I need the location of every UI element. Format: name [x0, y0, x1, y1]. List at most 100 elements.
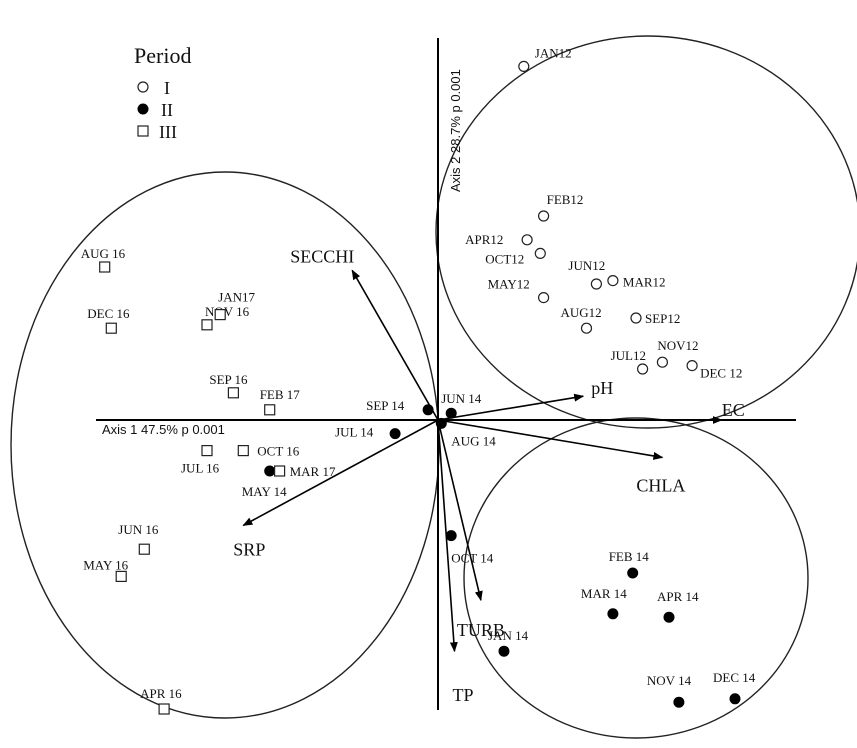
data-point-mar-14: [607, 608, 619, 620]
data-point-dec-16: [105, 322, 117, 334]
data-point-may12: [537, 292, 550, 304]
legend-marker-i: [137, 81, 149, 93]
vector-label-turb: TURB: [457, 620, 505, 640]
vector-arrow-ph: [437, 393, 585, 421]
point-label-jul12: JUL12: [611, 348, 646, 363]
data-point-sep12: [630, 312, 642, 324]
x-axis-label: Axis 1 47.5% p 0.001: [102, 422, 225, 437]
data-point-aug12: [580, 322, 593, 334]
point-label-aug12: AUG12: [561, 305, 602, 320]
data-point-jun-14: [445, 407, 457, 419]
point-label-jun-16: JUN 16: [118, 522, 159, 537]
data-point-apr-14: [663, 611, 675, 623]
data-point-oct12: [534, 247, 546, 259]
legend-title: Period: [134, 43, 191, 68]
point-label-dec-16: DEC 16: [87, 306, 130, 321]
data-point-nov12: [656, 356, 669, 368]
point-label-mar-17: MAR 17: [290, 464, 336, 479]
point-label-apr-14: APR 14: [657, 589, 699, 604]
vector-label-ph: pH: [591, 378, 613, 398]
data-point-jan17: [214, 309, 226, 321]
point-label-may-14: MAY 14: [242, 484, 287, 499]
data-point-sep-14: [422, 404, 434, 416]
data-point-aug-16: [99, 261, 111, 273]
vector-arrow-turb: [437, 419, 483, 602]
point-label-sep12: SEP12: [645, 311, 680, 326]
vector-label-chla: CHLA: [636, 475, 685, 495]
data-point-may-16: [115, 570, 127, 583]
point-label-jun-14: JUN 14: [441, 391, 482, 406]
point-label-sep-14: SEP 14: [366, 398, 405, 413]
point-label-may12: MAY12: [488, 277, 530, 292]
period-ellipses: [10, 35, 857, 739]
point-label-nov-16: NOV 16: [205, 304, 250, 319]
data-point-feb-17: [264, 404, 276, 416]
legend-marker-iii: [137, 125, 149, 137]
data-point-apr12: [521, 234, 533, 246]
data-point-feb12: [537, 210, 550, 222]
point-label-may-16: MAY 16: [83, 557, 128, 572]
data-point-mar12: [607, 275, 619, 287]
point-label-feb-14: FEB 14: [609, 549, 650, 564]
point-label-oct-16: OCT 16: [257, 444, 300, 459]
data-point-nov-16: [201, 319, 213, 331]
legend-label-i: I: [164, 78, 170, 98]
vector-arrow-srp: [242, 419, 439, 527]
data-point-may-14: [264, 465, 276, 477]
data-point-oct-16: [237, 445, 249, 457]
point-label-oct12: OCT12: [485, 251, 524, 266]
point-label-feb-17: FEB 17: [260, 387, 301, 402]
vector-label-srp: SRP: [233, 539, 265, 559]
data-point-mar-17: [274, 465, 286, 477]
point-label-aug-14: AUG 14: [451, 433, 496, 448]
data-point-feb-14: [627, 567, 639, 579]
legend-marker-ii: [137, 103, 149, 115]
vector-arrow-chla: [437, 419, 664, 460]
data-point-jun12: [590, 278, 603, 290]
point-label-nov-14: NOV 14: [647, 673, 692, 688]
point-label-jun12: JUN12: [568, 258, 605, 273]
point-label-apr12: APR12: [465, 232, 503, 247]
legend-label-ii: II: [161, 100, 173, 120]
period-i-ellipse: [435, 35, 857, 429]
data-point-sep-16: [227, 387, 239, 399]
vector-arrow-secchi: [351, 269, 439, 421]
point-label-oct-14: OCT 14: [451, 551, 494, 566]
point-label-jul-14: JUL 14: [335, 425, 374, 440]
point-label-dec-12: DEC 12: [700, 366, 742, 381]
point-label-mar-14: MAR 14: [581, 586, 627, 601]
legend-label-iii: III: [159, 122, 177, 142]
data-point-dec-12: [686, 360, 698, 372]
vector-label-tp: TP: [453, 685, 474, 705]
period-ii-ellipse: [463, 417, 809, 739]
vector-label-ec: EC: [722, 400, 745, 420]
point-label-jan-14: JAN 14: [488, 628, 529, 643]
legend: Period I II III: [134, 43, 191, 142]
point-label-apr-16: APR 16: [140, 686, 182, 701]
data-points: JAN12 FEB12 APR12 OCT12 MAY12 JUN12 MAR12 AUG12…: [81, 45, 756, 715]
point-label-jan17: JAN17: [218, 290, 255, 305]
data-point-aug-14: [435, 417, 447, 429]
data-point-dec-14: [729, 693, 741, 705]
point-label-mar12: MAR12: [623, 275, 666, 290]
period-iii-ellipse: [10, 171, 440, 719]
point-label-sep-16: SEP 16: [209, 372, 248, 387]
point-label-feb12: FEB12: [547, 192, 584, 207]
point-label-jul-16: JUL 16: [181, 461, 220, 476]
vector-label-secchi: SECCHI: [290, 246, 354, 266]
data-point-jul12: [636, 363, 649, 375]
data-point-nov-14: [673, 696, 685, 708]
point-label-dec-14: DEC 14: [713, 670, 756, 685]
y-axis-label: Axis 2 28.7% p 0.001: [448, 69, 463, 192]
data-point-jan12: [518, 60, 530, 73]
point-label-nov12: NOV12: [657, 338, 698, 353]
data-point-oct-14: [445, 530, 457, 542]
variable-vectors: SECCHI pH EC CHLA SRP TURB TP: [233, 246, 745, 705]
axes: [96, 38, 796, 710]
point-label-jan12: JAN12: [535, 45, 572, 60]
data-point-jul-16: [201, 445, 213, 457]
data-point-jul-14: [389, 428, 401, 440]
data-point-jun-16: [138, 543, 150, 555]
data-point-apr-16: [158, 703, 170, 715]
